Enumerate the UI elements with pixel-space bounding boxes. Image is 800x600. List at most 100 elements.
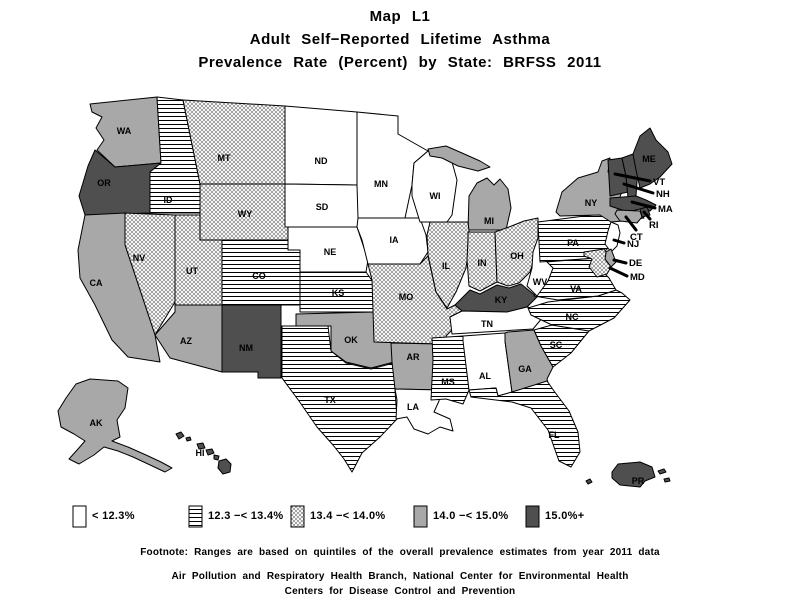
state-label: IA [390, 235, 400, 245]
legend-item-2: 13.4 −< 14.0% [290, 504, 385, 528]
map-title-line3: Prevalence Rate (Percent) by State: BRFS… [198, 54, 602, 71]
state-ak: AK [57, 378, 173, 473]
state-label: AK [90, 418, 103, 428]
state-label: KY [495, 295, 508, 305]
state-label: TX [324, 395, 336, 405]
state-label: OK [344, 335, 358, 345]
legend-swatch-12.3-13.4 [188, 505, 203, 527]
state-label: CO [252, 271, 266, 281]
legend-label: 14.0 −< 15.0% [433, 510, 509, 522]
state-label: FL [549, 430, 560, 440]
state-label: MN [374, 179, 388, 189]
state-label: NV [133, 253, 146, 263]
state-pr: PR [585, 461, 671, 488]
state-label: KS [332, 288, 345, 298]
legend-label: 13.4 −< 14.0% [310, 510, 386, 522]
state-ne: NE [287, 226, 369, 273]
state-label-ct: CT [630, 232, 643, 243]
callout-line-nj [612, 238, 626, 245]
state-label: WA [117, 126, 132, 136]
state-label: CA [90, 278, 103, 288]
legend-item-4: 15.0%+ [525, 504, 584, 528]
state-label: NC [566, 312, 579, 322]
state-label-vt: VT [653, 177, 665, 188]
state-wy: WY [199, 183, 291, 241]
state-nj [604, 221, 621, 253]
state-label-de: DE [629, 258, 642, 269]
state-mt: MT [182, 99, 286, 185]
legend-label: < 12.3% [92, 510, 135, 522]
legend-swatch-15.0-plus [525, 505, 540, 527]
legend-label: 15.0%+ [545, 510, 585, 522]
legend-swatch-under-12.3 [72, 505, 87, 527]
state-nd: ND [284, 105, 358, 186]
state-label-nh: NH [656, 189, 670, 200]
callout-line-nh [622, 182, 655, 195]
legend-swatch-13.4-14.0 [290, 505, 305, 527]
state-label: PR [632, 476, 645, 486]
state-label-ri: RI [649, 220, 659, 231]
state-ks: KS [299, 271, 375, 313]
state-label: WI [430, 191, 441, 201]
state-il: IL [426, 221, 471, 309]
state-al: AL [462, 332, 513, 397]
state-label: HI [196, 448, 205, 458]
state-label: UT [186, 266, 198, 276]
legend-item-1: 12.3 −< 13.4% [188, 504, 283, 528]
callout-line-ri [642, 210, 652, 221]
state-md [583, 248, 612, 278]
state-label: WY [238, 209, 253, 219]
state-label: AR [407, 352, 420, 362]
state-label: MS [441, 377, 455, 387]
legend-item-3: 14.0 −< 15.0% [413, 504, 508, 528]
state-label: SD [316, 202, 329, 212]
state-tx: TX [281, 325, 398, 473]
state-ca: CA [77, 212, 161, 363]
state-label: NM [239, 343, 253, 353]
state-label: MO [399, 292, 414, 302]
state-label: ND [315, 156, 328, 166]
state-ct [614, 209, 643, 224]
state-label: AL [479, 371, 491, 381]
callout-line-vt [613, 172, 652, 183]
map-title-line1: Map L1 [369, 8, 431, 25]
callout-line-md [608, 266, 629, 278]
callout-line-ma [630, 200, 657, 210]
state-label: PA [567, 238, 579, 248]
state-label: OR [97, 178, 111, 188]
callout-line-ct [624, 215, 638, 232]
state-label: GA [518, 364, 532, 374]
state-la: LA [394, 388, 454, 435]
state-ia: IA [356, 217, 429, 265]
state-label: SC [550, 340, 563, 350]
footnote: Footnote: Ranges are based on quintiles … [140, 547, 660, 558]
state-label: VA [570, 284, 582, 294]
state-label-md: MD [630, 272, 645, 283]
state-nm: NM [221, 304, 282, 379]
state-label: MI [484, 216, 494, 226]
state-label-nj: NJ [627, 239, 639, 250]
state-label: AZ [180, 336, 192, 346]
state-label: MT [218, 153, 231, 163]
state-label: IL [442, 261, 451, 271]
state-mi: MI [427, 145, 512, 231]
state-fl: FL [468, 380, 581, 468]
state-label: WV [533, 277, 548, 287]
state-me: ME [632, 127, 673, 189]
legend-item-0: < 12.3% [72, 504, 135, 528]
credit-line1: Air Pollution and Respiratory Health Bra… [171, 571, 629, 582]
map-title-line2: Adult Self−Reported Lifetime Asthma [249, 31, 551, 48]
state-label: NY [585, 198, 598, 208]
state-hi: HI [175, 431, 232, 475]
legend-swatch-14.0-15.0 [413, 505, 428, 527]
state-label: LA [407, 402, 419, 412]
state-label: IN [478, 258, 487, 268]
callout-line-de [612, 258, 628, 265]
state-in: IN [466, 231, 498, 292]
state-label: ID [164, 195, 174, 205]
state-label: NE [324, 247, 337, 257]
state-label: TN [481, 319, 493, 329]
legend-label: 12.3 −< 13.4% [208, 510, 284, 522]
